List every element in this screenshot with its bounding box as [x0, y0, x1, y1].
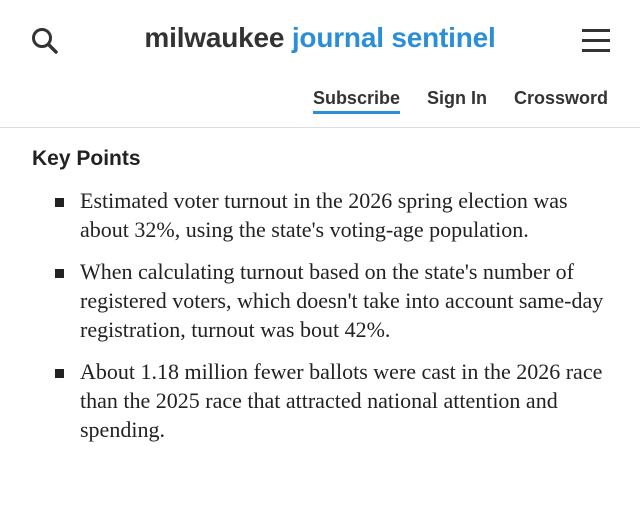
nav-links: Subscribe Sign In Crossword — [312, 88, 608, 114]
bullet — [55, 269, 64, 278]
key-point: Estimated voter turnout in the 2026 spri… — [55, 186, 615, 244]
key-point: When calculating turnout based on the st… — [55, 257, 615, 344]
menu-icon[interactable] — [582, 29, 610, 53]
key-point-text: About 1.18 million fewer ballots were ca… — [80, 359, 603, 442]
brand-secondary: journal sentinel — [291, 22, 496, 53]
brand-primary: milwaukee — [144, 22, 285, 53]
key-point-text: Estimated voter turnout in the 2026 spri… — [80, 188, 568, 242]
site-header: milwaukee journal sentinel Subscribe Sig… — [0, 0, 640, 128]
nav-link[interactable]: Crossword — [513, 88, 608, 108]
brand-logo[interactable]: milwaukee journal sentinel — [0, 22, 640, 54]
bullet — [55, 198, 64, 207]
nav-link[interactable]: Sign In — [426, 88, 487, 108]
nav-link[interactable]: Subscribe — [312, 88, 400, 114]
key-point: About 1.18 million fewer ballots were ca… — [55, 357, 615, 444]
section-heading: Key Points — [32, 147, 141, 170]
bullet — [55, 369, 64, 378]
key-point-text: When calculating turnout based on the st… — [80, 259, 604, 342]
search-icon[interactable] — [30, 26, 60, 56]
key-points-list: Estimated voter turnout in the 2026 spri… — [0, 186, 640, 457]
